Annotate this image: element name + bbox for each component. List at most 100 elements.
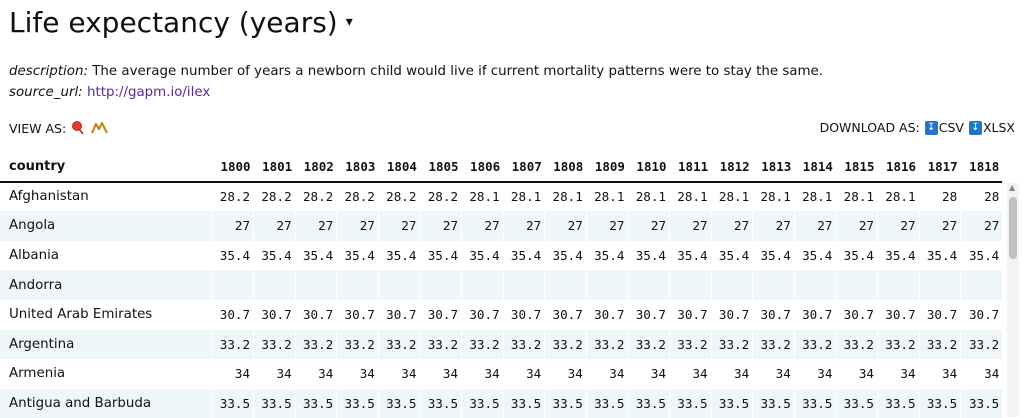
year-column-header[interactable]: 1808 bbox=[544, 152, 587, 183]
value-cell: 30.7 bbox=[585, 299, 628, 330]
value-cell: 33.2 bbox=[710, 329, 753, 360]
value-cell: 30.7 bbox=[419, 299, 462, 330]
value-cell: 35.4 bbox=[877, 240, 920, 271]
value-cell: 30.7 bbox=[253, 299, 296, 330]
year-column-header[interactable]: 1806 bbox=[461, 152, 504, 183]
description-text: The average number of years a newborn ch… bbox=[92, 64, 824, 79]
value-cell: 27 bbox=[211, 211, 254, 241]
value-cell: 30.7 bbox=[627, 299, 670, 330]
value-cell: 34 bbox=[211, 359, 254, 389]
value-cell: 30.7 bbox=[710, 299, 753, 330]
page-title: Life expectancy (years) ▾ bbox=[9, 2, 353, 42]
year-column-header[interactable]: 1805 bbox=[419, 152, 462, 183]
value-cell: 34 bbox=[585, 359, 628, 389]
value-cell: 33.2 bbox=[377, 329, 420, 360]
year-column-header[interactable]: 1801 bbox=[253, 152, 296, 183]
download-csv-button[interactable]: ↧ CSV bbox=[924, 120, 964, 135]
mountain-chart-icon[interactable] bbox=[91, 121, 109, 135]
value-cell: 30.7 bbox=[669, 299, 712, 330]
map-pin-icon[interactable] bbox=[71, 120, 86, 136]
value-cell: 33.5 bbox=[294, 388, 337, 418]
value-cell: 34 bbox=[960, 359, 1003, 389]
value-cell: 33.2 bbox=[253, 329, 296, 360]
value-cell bbox=[502, 270, 545, 300]
country-column-header[interactable]: country bbox=[0, 152, 212, 183]
value-cell: 35.4 bbox=[336, 240, 379, 271]
value-cell: 33.2 bbox=[627, 329, 670, 360]
year-column-header[interactable]: 1800 bbox=[212, 152, 254, 183]
value-cell: 28 bbox=[918, 181, 961, 212]
value-cell: 28.2 bbox=[419, 181, 462, 212]
year-column-header[interactable]: 1812 bbox=[711, 152, 753, 183]
value-cell: 27 bbox=[419, 211, 462, 241]
country-cell: Afghanistan bbox=[9, 189, 89, 205]
value-cell: 30.7 bbox=[377, 299, 420, 330]
value-cell: 28.1 bbox=[585, 181, 628, 212]
value-cell: 30.7 bbox=[960, 299, 1003, 330]
value-cell: 28.2 bbox=[377, 181, 420, 212]
year-column-header[interactable]: 1803 bbox=[336, 152, 379, 183]
value-cell: 33.5 bbox=[960, 388, 1003, 418]
value-cell: 33.5 bbox=[419, 388, 462, 418]
year-column-header[interactable]: 1813 bbox=[752, 152, 795, 183]
value-cell: 28.1 bbox=[793, 181, 836, 212]
value-cell: 30.7 bbox=[752, 299, 795, 330]
value-cell: 27 bbox=[544, 211, 587, 241]
scroll-up-arrow-icon[interactable]: ▲ bbox=[1009, 183, 1016, 192]
value-cell bbox=[710, 270, 753, 300]
value-cell: 34 bbox=[294, 359, 337, 389]
value-cell: 27 bbox=[585, 211, 628, 241]
value-cell: 27 bbox=[461, 211, 504, 241]
value-cell bbox=[669, 270, 712, 300]
year-column-header[interactable]: 1814 bbox=[794, 152, 836, 183]
download-xlsx-button[interactable]: ↧ XLSX bbox=[968, 120, 1015, 135]
country-cell: United Arab Emirates bbox=[9, 307, 153, 323]
value-cell: 28.1 bbox=[710, 181, 753, 212]
value-cell: 33.2 bbox=[585, 329, 628, 360]
year-column-header[interactable]: 1807 bbox=[503, 152, 545, 183]
value-cell: 35.4 bbox=[960, 240, 1003, 271]
value-cell bbox=[377, 270, 420, 300]
title-dropdown-caret-icon[interactable]: ▾ bbox=[345, 14, 353, 30]
year-column-header[interactable]: 1817 bbox=[919, 152, 961, 183]
value-cell: 30.7 bbox=[793, 299, 836, 330]
value-cell: 33.5 bbox=[918, 388, 961, 418]
vertical-scrollbar[interactable]: ▲ bbox=[1007, 183, 1019, 417]
value-cell: 35.4 bbox=[793, 240, 836, 271]
country-cell: Argentina bbox=[0, 329, 212, 360]
value-cell: 30.7 bbox=[336, 299, 379, 330]
value-cell: 35.4 bbox=[419, 240, 462, 271]
value-cell: 34 bbox=[336, 359, 379, 389]
year-column-header[interactable]: 1804 bbox=[378, 152, 420, 183]
year-column-header[interactable]: 1810 bbox=[627, 152, 670, 183]
value-cell: 34 bbox=[918, 359, 961, 389]
value-cell: 33.5 bbox=[710, 388, 753, 418]
download-label: DOWNLOAD AS: bbox=[819, 120, 920, 135]
country-cell: Angola bbox=[0, 211, 212, 241]
value-cell bbox=[835, 270, 878, 300]
value-cell bbox=[793, 270, 836, 300]
value-cell: 33.5 bbox=[211, 388, 254, 418]
year-column-header[interactable]: 1818 bbox=[960, 152, 1003, 183]
value-cell: 34 bbox=[710, 359, 753, 389]
value-cell: 35.4 bbox=[544, 240, 587, 271]
description-line: description: The average number of years… bbox=[9, 64, 823, 79]
value-cell: 28.1 bbox=[669, 181, 712, 212]
source-url-link[interactable]: http://gapm.io/ilex bbox=[86, 85, 211, 100]
value-cell: 28.2 bbox=[211, 181, 254, 212]
view-as-label: VIEW AS: bbox=[9, 120, 67, 136]
value-cell: 28.1 bbox=[544, 181, 587, 212]
value-cell: 34 bbox=[793, 359, 836, 389]
value-cell: 33.2 bbox=[793, 329, 836, 360]
value-cell: 27 bbox=[918, 211, 961, 241]
scrollbar-thumb[interactable] bbox=[1009, 197, 1017, 259]
year-column-header[interactable]: 1815 bbox=[835, 152, 878, 183]
value-cell: 35.4 bbox=[710, 240, 753, 271]
year-column-header[interactable]: 1811 bbox=[669, 152, 712, 183]
value-cell: 27 bbox=[253, 211, 296, 241]
year-column-header[interactable]: 1809 bbox=[586, 152, 628, 183]
year-column-header[interactable]: 1816 bbox=[877, 152, 920, 183]
value-cell: 28.2 bbox=[336, 181, 379, 212]
value-cell: 35.4 bbox=[918, 240, 961, 271]
year-column-header[interactable]: 1802 bbox=[295, 152, 337, 183]
